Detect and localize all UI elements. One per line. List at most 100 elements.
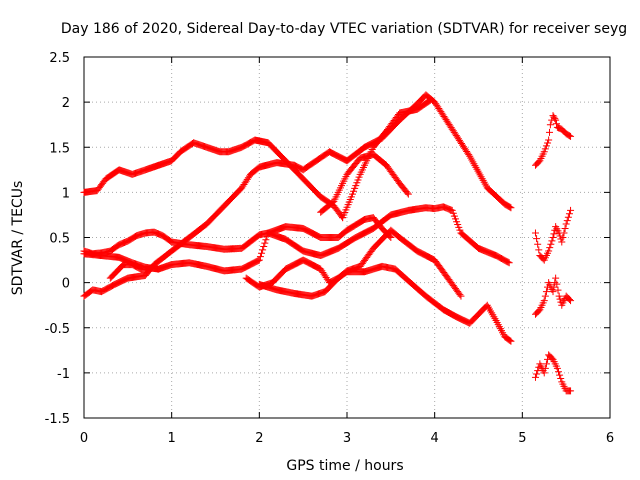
data-point-marker [505, 259, 513, 267]
series-s1 [80, 136, 347, 222]
series-s11 [531, 206, 575, 264]
x-tick-label: 6 [606, 431, 614, 446]
data-point-marker [561, 224, 569, 232]
data-point-marker [559, 234, 567, 241]
data-point-marker [551, 115, 559, 123]
data-point-marker [261, 239, 269, 247]
data-point-marker [533, 235, 541, 243]
data-point-marker [552, 116, 560, 124]
x-tick-label: 3 [343, 431, 351, 446]
y-tick-label: -1 [57, 367, 70, 382]
data-point-marker [542, 288, 550, 296]
data-point-marker [549, 112, 557, 120]
data-point-marker [554, 368, 562, 376]
data-point-marker [550, 230, 558, 238]
x-tick-label: 5 [518, 431, 526, 446]
data-point-marker [562, 220, 570, 228]
y-axis-label: SDTVAR / TECUs [10, 181, 26, 296]
data-points [80, 91, 575, 395]
y-tick-label: 1 [62, 186, 70, 201]
data-point-marker [556, 295, 564, 303]
data-point-marker [404, 190, 412, 198]
data-point-marker [556, 232, 564, 240]
data-point-marker [556, 371, 564, 379]
data-point-marker [540, 297, 548, 305]
data-point-marker [555, 292, 563, 300]
data-point-marker [546, 128, 554, 136]
data-point-marker [541, 145, 549, 153]
data-point-marker [565, 132, 573, 140]
series-s12 [531, 274, 575, 318]
data-point-marker [256, 253, 264, 261]
data-point-marker [456, 291, 464, 299]
data-point-marker [542, 142, 550, 150]
data-point-marker [507, 204, 515, 212]
data-point-marker [553, 120, 561, 128]
data-point-marker [563, 217, 571, 225]
data-point-marker [540, 148, 548, 156]
data-point-marker [549, 234, 557, 241]
data-point-marker [262, 236, 270, 244]
series-s2 [317, 150, 412, 216]
y-tick-label: -1.5 [45, 412, 70, 427]
data-point-marker [552, 274, 560, 282]
y-tick-label: 2.5 [49, 51, 70, 66]
data-point-marker [506, 337, 514, 345]
data-point-marker [146, 265, 154, 273]
data-point-marker [550, 283, 558, 291]
data-point-marker [565, 210, 573, 218]
data-point-marker [541, 364, 549, 372]
data-point-marker [547, 240, 555, 248]
data-point-marker [549, 288, 557, 296]
data-point-marker [546, 121, 554, 129]
data-point-marker [541, 292, 549, 300]
data-point-marker [425, 97, 433, 105]
series-s6 [80, 203, 513, 267]
data-point-marker [403, 189, 411, 197]
x-tick-label: 1 [168, 431, 176, 446]
series-s13 [531, 351, 575, 395]
data-point-marker [506, 203, 514, 211]
data-point-marker [387, 234, 395, 241]
data-point-marker [457, 292, 465, 300]
data-point-marker [531, 229, 539, 237]
series-s5 [339, 96, 434, 222]
x-tick-label: 2 [255, 431, 263, 446]
grid-lines [84, 57, 610, 418]
data-point-marker [548, 237, 556, 245]
data-point-marker [260, 243, 268, 251]
y-tick-label: 0.5 [49, 232, 70, 247]
y-tick-label: 1.5 [49, 141, 70, 156]
data-point-marker [567, 297, 575, 305]
data-point-marker [544, 139, 552, 147]
data-point-marker [259, 246, 267, 254]
data-point-marker [546, 244, 554, 252]
x-tick-label: 0 [80, 431, 88, 446]
data-point-marker [557, 375, 565, 383]
data-point-marker [507, 337, 515, 345]
series-s9 [255, 262, 515, 345]
data-point-marker [504, 258, 512, 266]
y-tick-label: -0.5 [45, 322, 70, 337]
data-point-marker [540, 369, 548, 377]
y-tick-label: 0 [62, 277, 70, 292]
data-point-marker [535, 246, 543, 254]
data-point-marker [531, 373, 539, 381]
data-point-marker [426, 96, 434, 104]
x-tick-label: 4 [431, 431, 439, 446]
y-tick-label: 2 [62, 96, 70, 111]
series-s4 [80, 91, 515, 300]
data-point-marker [545, 136, 553, 144]
data-point-marker [258, 249, 266, 257]
axis-ticks: 0 1 2 3 4 5 6 -1.5 -1 -0.5 0 0.5 1 1.5 2 2.5 [45, 51, 615, 446]
data-point-marker [554, 286, 562, 294]
data-point-marker [534, 240, 542, 248]
data-point-marker [564, 213, 572, 221]
data-point-marker [558, 238, 566, 246]
x-axis-label: GPS time / hours [286, 458, 403, 474]
data-point-marker [542, 360, 550, 368]
data-point-marker [553, 280, 561, 288]
chart-title: Day 186 of 2020, Sidereal Day-to-day VTE… [61, 21, 627, 37]
data-point-marker [560, 229, 568, 237]
